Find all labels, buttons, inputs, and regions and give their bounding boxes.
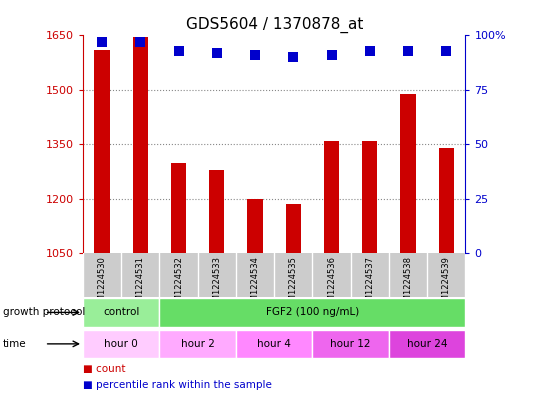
Point [327,52,336,58]
Text: ■ count: ■ count [83,364,125,374]
Bar [389,330,465,358]
Text: time: time [3,339,26,349]
Bar [159,298,465,327]
Bar [83,298,159,327]
Text: hour 4: hour 4 [257,339,291,349]
Bar [324,141,339,253]
Point [251,52,259,58]
Text: ■ percentile rank within the sample: ■ percentile rank within the sample [83,380,272,390]
Text: hour 0: hour 0 [104,339,138,349]
Text: control: control [103,307,139,318]
Title: GDS5604 / 1370878_at: GDS5604 / 1370878_at [186,17,363,33]
Text: hour 12: hour 12 [331,339,371,349]
Text: hour 24: hour 24 [407,339,447,349]
Bar [83,330,159,358]
Text: GSM1224536: GSM1224536 [327,255,336,312]
Text: hour 2: hour 2 [181,339,215,349]
Bar [312,330,389,358]
Point [289,54,297,60]
Bar [94,50,110,253]
Point [174,48,183,54]
Point [98,39,106,45]
Bar [439,148,454,253]
Text: GSM1224532: GSM1224532 [174,255,183,312]
Bar [133,37,148,253]
Text: GSM1224533: GSM1224533 [212,255,221,312]
Bar [236,330,312,358]
Point [404,48,412,54]
Text: GSM1224535: GSM1224535 [289,255,298,312]
Bar [400,94,416,253]
Point [365,48,374,54]
Text: GSM1224539: GSM1224539 [442,255,451,312]
Point [212,50,221,56]
Point [136,39,144,45]
Text: GSM1224537: GSM1224537 [365,255,374,312]
Text: GSM1224538: GSM1224538 [403,255,412,312]
Text: GSM1224534: GSM1224534 [250,255,259,312]
Text: GSM1224531: GSM1224531 [136,255,145,312]
Bar [362,141,378,253]
Bar [247,199,263,253]
Bar [159,330,236,358]
Bar [171,163,186,253]
Point [442,48,450,54]
Text: GSM1224530: GSM1224530 [97,255,106,312]
Bar [286,204,301,253]
Text: growth protocol: growth protocol [3,307,85,318]
Text: FGF2 (100 ng/mL): FGF2 (100 ng/mL) [266,307,359,318]
Bar [209,170,225,253]
